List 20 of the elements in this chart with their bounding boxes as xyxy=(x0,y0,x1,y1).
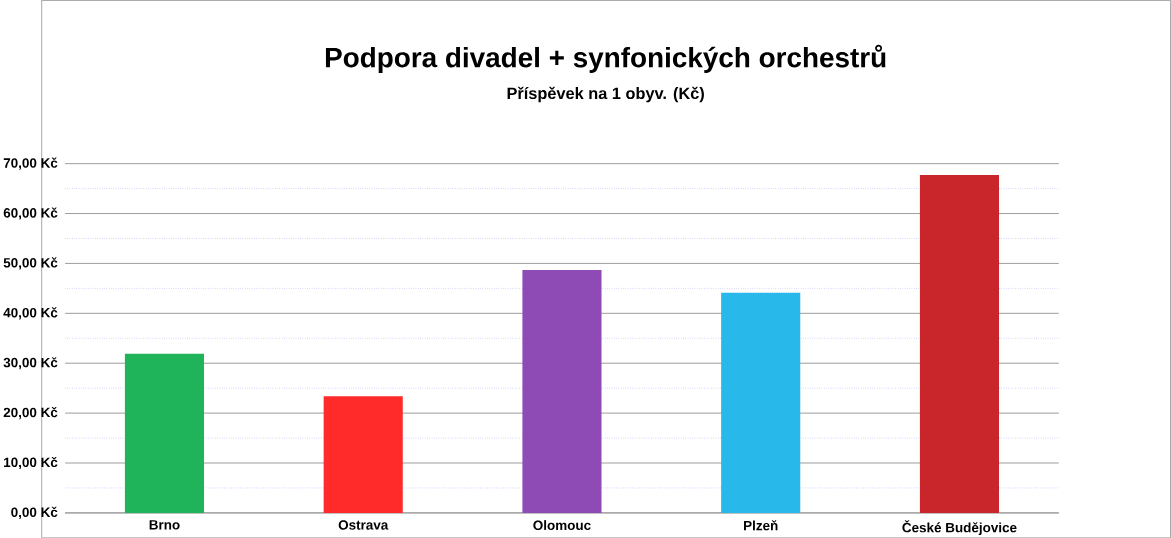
y-tick-label: 40,00 Kč xyxy=(3,307,58,320)
x-tick-label: Ostrava xyxy=(338,519,389,530)
bar xyxy=(124,353,205,513)
bar xyxy=(919,174,1000,513)
y-tick-label: 60,00 Kč xyxy=(3,207,58,220)
bar xyxy=(522,269,602,513)
bar xyxy=(323,395,403,513)
y-tick-label: 10,00 Kč xyxy=(4,456,58,469)
x-tick-label: České Budějovice xyxy=(902,519,1017,535)
y-tick-label: 0,00 Kč xyxy=(11,506,58,519)
y-tick-label: 20,00 Kč xyxy=(3,406,58,419)
x-tick-label: Olomouc xyxy=(533,519,591,530)
y-tick-label: 50,00 Kč xyxy=(3,257,58,270)
bar xyxy=(721,292,801,513)
y-tick-label: 70,00 Kč xyxy=(3,157,58,170)
chart-title: Podpora divadel + synfonických orchestrů xyxy=(325,44,886,73)
y-tick-label: 30,00 Kč xyxy=(3,356,58,370)
chart-subtitle: Příspěvek na 1 obyv. (Kč) xyxy=(507,86,704,103)
x-tick-label: Brno xyxy=(149,519,180,530)
x-tick-label: Plzeň xyxy=(744,519,778,531)
